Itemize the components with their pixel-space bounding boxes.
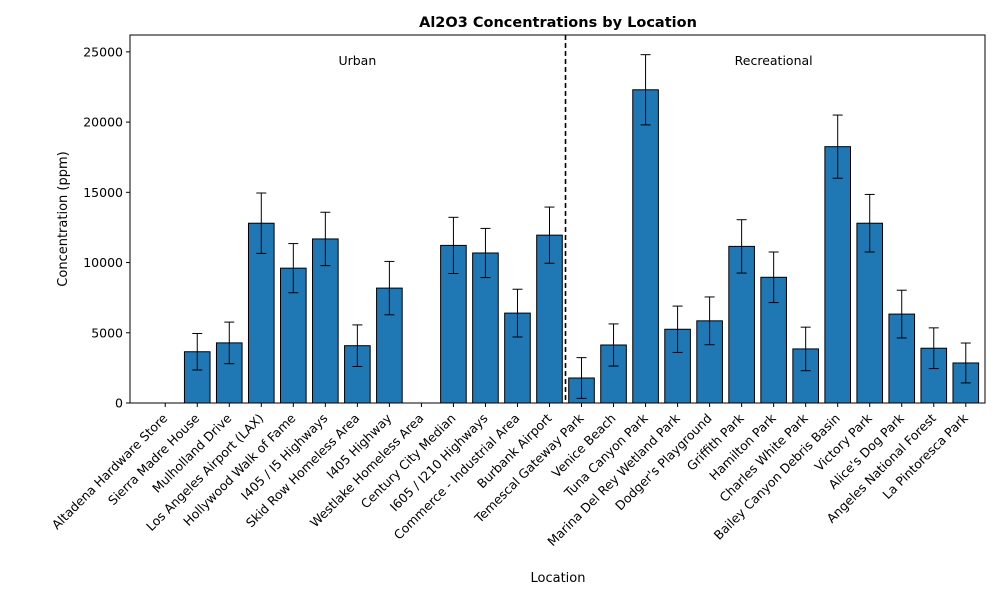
group-label: Urban xyxy=(338,53,376,68)
error-bar xyxy=(480,227,491,279)
error-bar xyxy=(224,321,235,365)
y-tick-label: 5000 xyxy=(91,325,123,340)
error-bar xyxy=(800,326,811,372)
error-bar xyxy=(544,206,555,264)
error-bar xyxy=(288,243,299,294)
error-bar xyxy=(384,260,395,316)
error-bar xyxy=(896,289,907,339)
error-bar xyxy=(704,296,715,346)
plot-area xyxy=(183,54,980,404)
error-bar xyxy=(576,357,587,399)
error-bar xyxy=(928,327,939,370)
error-bar xyxy=(608,323,619,367)
y-tick-label: 15000 xyxy=(83,185,123,200)
error-bar xyxy=(192,332,203,371)
error-bar xyxy=(640,54,651,126)
error-bar xyxy=(736,219,747,274)
y-tick-label: 10000 xyxy=(83,255,123,270)
y-tick-label: 0 xyxy=(115,396,123,411)
error-bar xyxy=(768,251,779,304)
error-bar xyxy=(256,192,267,254)
error-bar xyxy=(672,305,683,353)
bar xyxy=(824,146,852,404)
plot-frame xyxy=(129,34,986,404)
error-bar xyxy=(960,342,971,384)
y-axis-label: Concentration (ppm) xyxy=(56,151,71,286)
error-bar xyxy=(320,211,331,267)
y-tick-label: 25000 xyxy=(83,44,123,59)
bar xyxy=(632,89,659,404)
error-bar xyxy=(448,216,459,274)
y-tick-label: 20000 xyxy=(83,115,123,130)
error-bar xyxy=(864,193,875,253)
chart-title: Al2O3 Concentrations by Location xyxy=(419,15,697,31)
error-bar xyxy=(352,324,363,367)
x-axis-label: Location xyxy=(531,571,586,586)
error-bar xyxy=(832,114,843,179)
error-bar xyxy=(512,288,523,338)
group-label: Recreational xyxy=(735,53,813,68)
